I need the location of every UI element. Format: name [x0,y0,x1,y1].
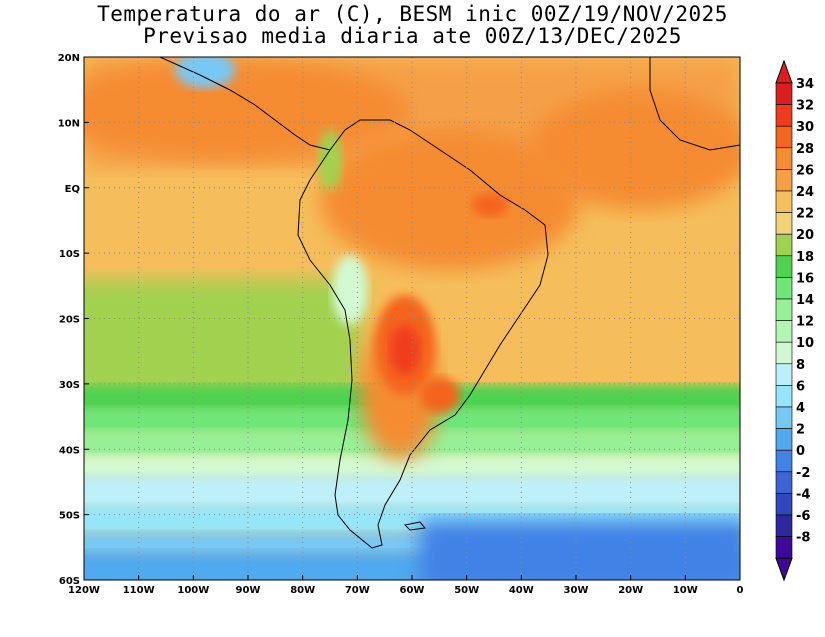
colorbar-swatch [775,341,793,365]
colorbar-swatch [775,471,793,494]
colorbar-label: 32 [796,99,814,114]
lat-tick-label: 10S [59,249,80,260]
colorbar-swatch [775,82,793,105]
lat-tick-label: 20S [59,315,80,326]
latitude-axis: 20N 10N EQ 10S 20S 30S 40S 50S 60S [58,53,89,587]
colorbar-swatch [775,104,793,127]
lon-tick-label: 20W [618,585,643,596]
colorbar-swatch [775,536,793,559]
graticule [84,57,740,580]
colorbar-swatch [775,493,793,516]
colorbar-label: 18 [796,250,814,265]
colorbar-swatch [775,514,793,537]
colorbar-label: 24 [796,185,814,200]
central-america-coast [159,57,331,151]
lon-tick-label: 60W [400,585,425,596]
lon-tick-label: 0 [737,585,744,596]
africa-coast [649,57,740,151]
colorbar-swatch [775,277,793,300]
chart-title-line-1: Temperatura do ar (C), BESM inic 00Z/19/… [97,2,728,26]
lon-tick-label: 100W [177,585,209,596]
colorbar-swatch [775,385,793,408]
colorbar-label: 22 [796,207,814,222]
colorbar-swatch [775,449,793,473]
colorbar-swatch [775,298,793,321]
colorbar-label: 2 [796,423,805,438]
colorbar-label: -8 [796,531,810,546]
colorbar-label: 26 [796,163,814,178]
lon-tick-label: 40W [509,585,534,596]
colorbar-label: 16 [796,271,814,286]
lon-tick-label: 10W [673,585,698,596]
lon-tick-label: 50W [454,585,479,596]
colorbar-label: -4 [796,487,810,502]
longitude-axis: 120W 110W 100W 90W 80W 70W 60W 50W 40W 30W 20W 10W 0 [68,575,744,596]
colorbar-swatch [775,233,793,257]
colorbar-swatch [775,190,793,213]
lon-tick-label: 30W [564,585,589,596]
lat-tick-label: 20N [58,53,80,64]
chart-title-line-2: Previsao media diaria ate 00Z/13/DEC/202… [143,24,682,48]
colorbar-top-arrow [775,59,793,84]
lat-tick-label: 40S [59,445,80,456]
south-america-coast [297,119,549,549]
colorbar-label: 12 [796,315,814,330]
lat-tick-label: 50S [59,511,80,522]
colorbar-label: 20 [796,228,814,243]
colorbar-swatch [775,212,793,235]
colorbar-label: 30 [796,120,814,135]
coastlines [159,57,740,549]
lon-tick-label: 70W [345,585,370,596]
lat-tick-label: 10N [58,118,80,129]
lat-tick-label: 60S [59,576,80,587]
colorbar-label: 28 [796,142,814,157]
colorbar-label: 6 [796,379,805,394]
colorbar-swatch [775,125,793,149]
colorbar-label: -2 [796,466,810,481]
lat-tick-label: EQ [65,184,80,195]
colorbar-swatch [775,428,793,451]
colorbar-swatch [775,147,793,170]
colorbar-label: 8 [796,358,805,373]
lon-tick-label: 120W [68,585,100,596]
colorbar-bottom-arrow [775,557,793,582]
lon-tick-label: 80W [290,585,315,596]
colorbar-swatch [775,169,793,192]
colorbar-swatch [775,363,793,386]
colorbar-label: -6 [796,509,810,524]
colorbar-label: 4 [796,401,805,416]
falklands [403,521,426,531]
lon-tick-label: 110W [123,585,155,596]
colorbar-swatch [775,320,793,343]
colorbar-swatch [775,255,793,278]
lat-tick-label: 30S [59,380,80,391]
colorbar-label: 14 [796,293,814,308]
colorbar-label: 34 [796,77,814,92]
colorbar-swatch [775,406,793,429]
lon-tick-label: 90W [236,585,261,596]
colorbar-label: 0 [796,444,805,459]
colorbar-label: 10 [796,336,814,351]
